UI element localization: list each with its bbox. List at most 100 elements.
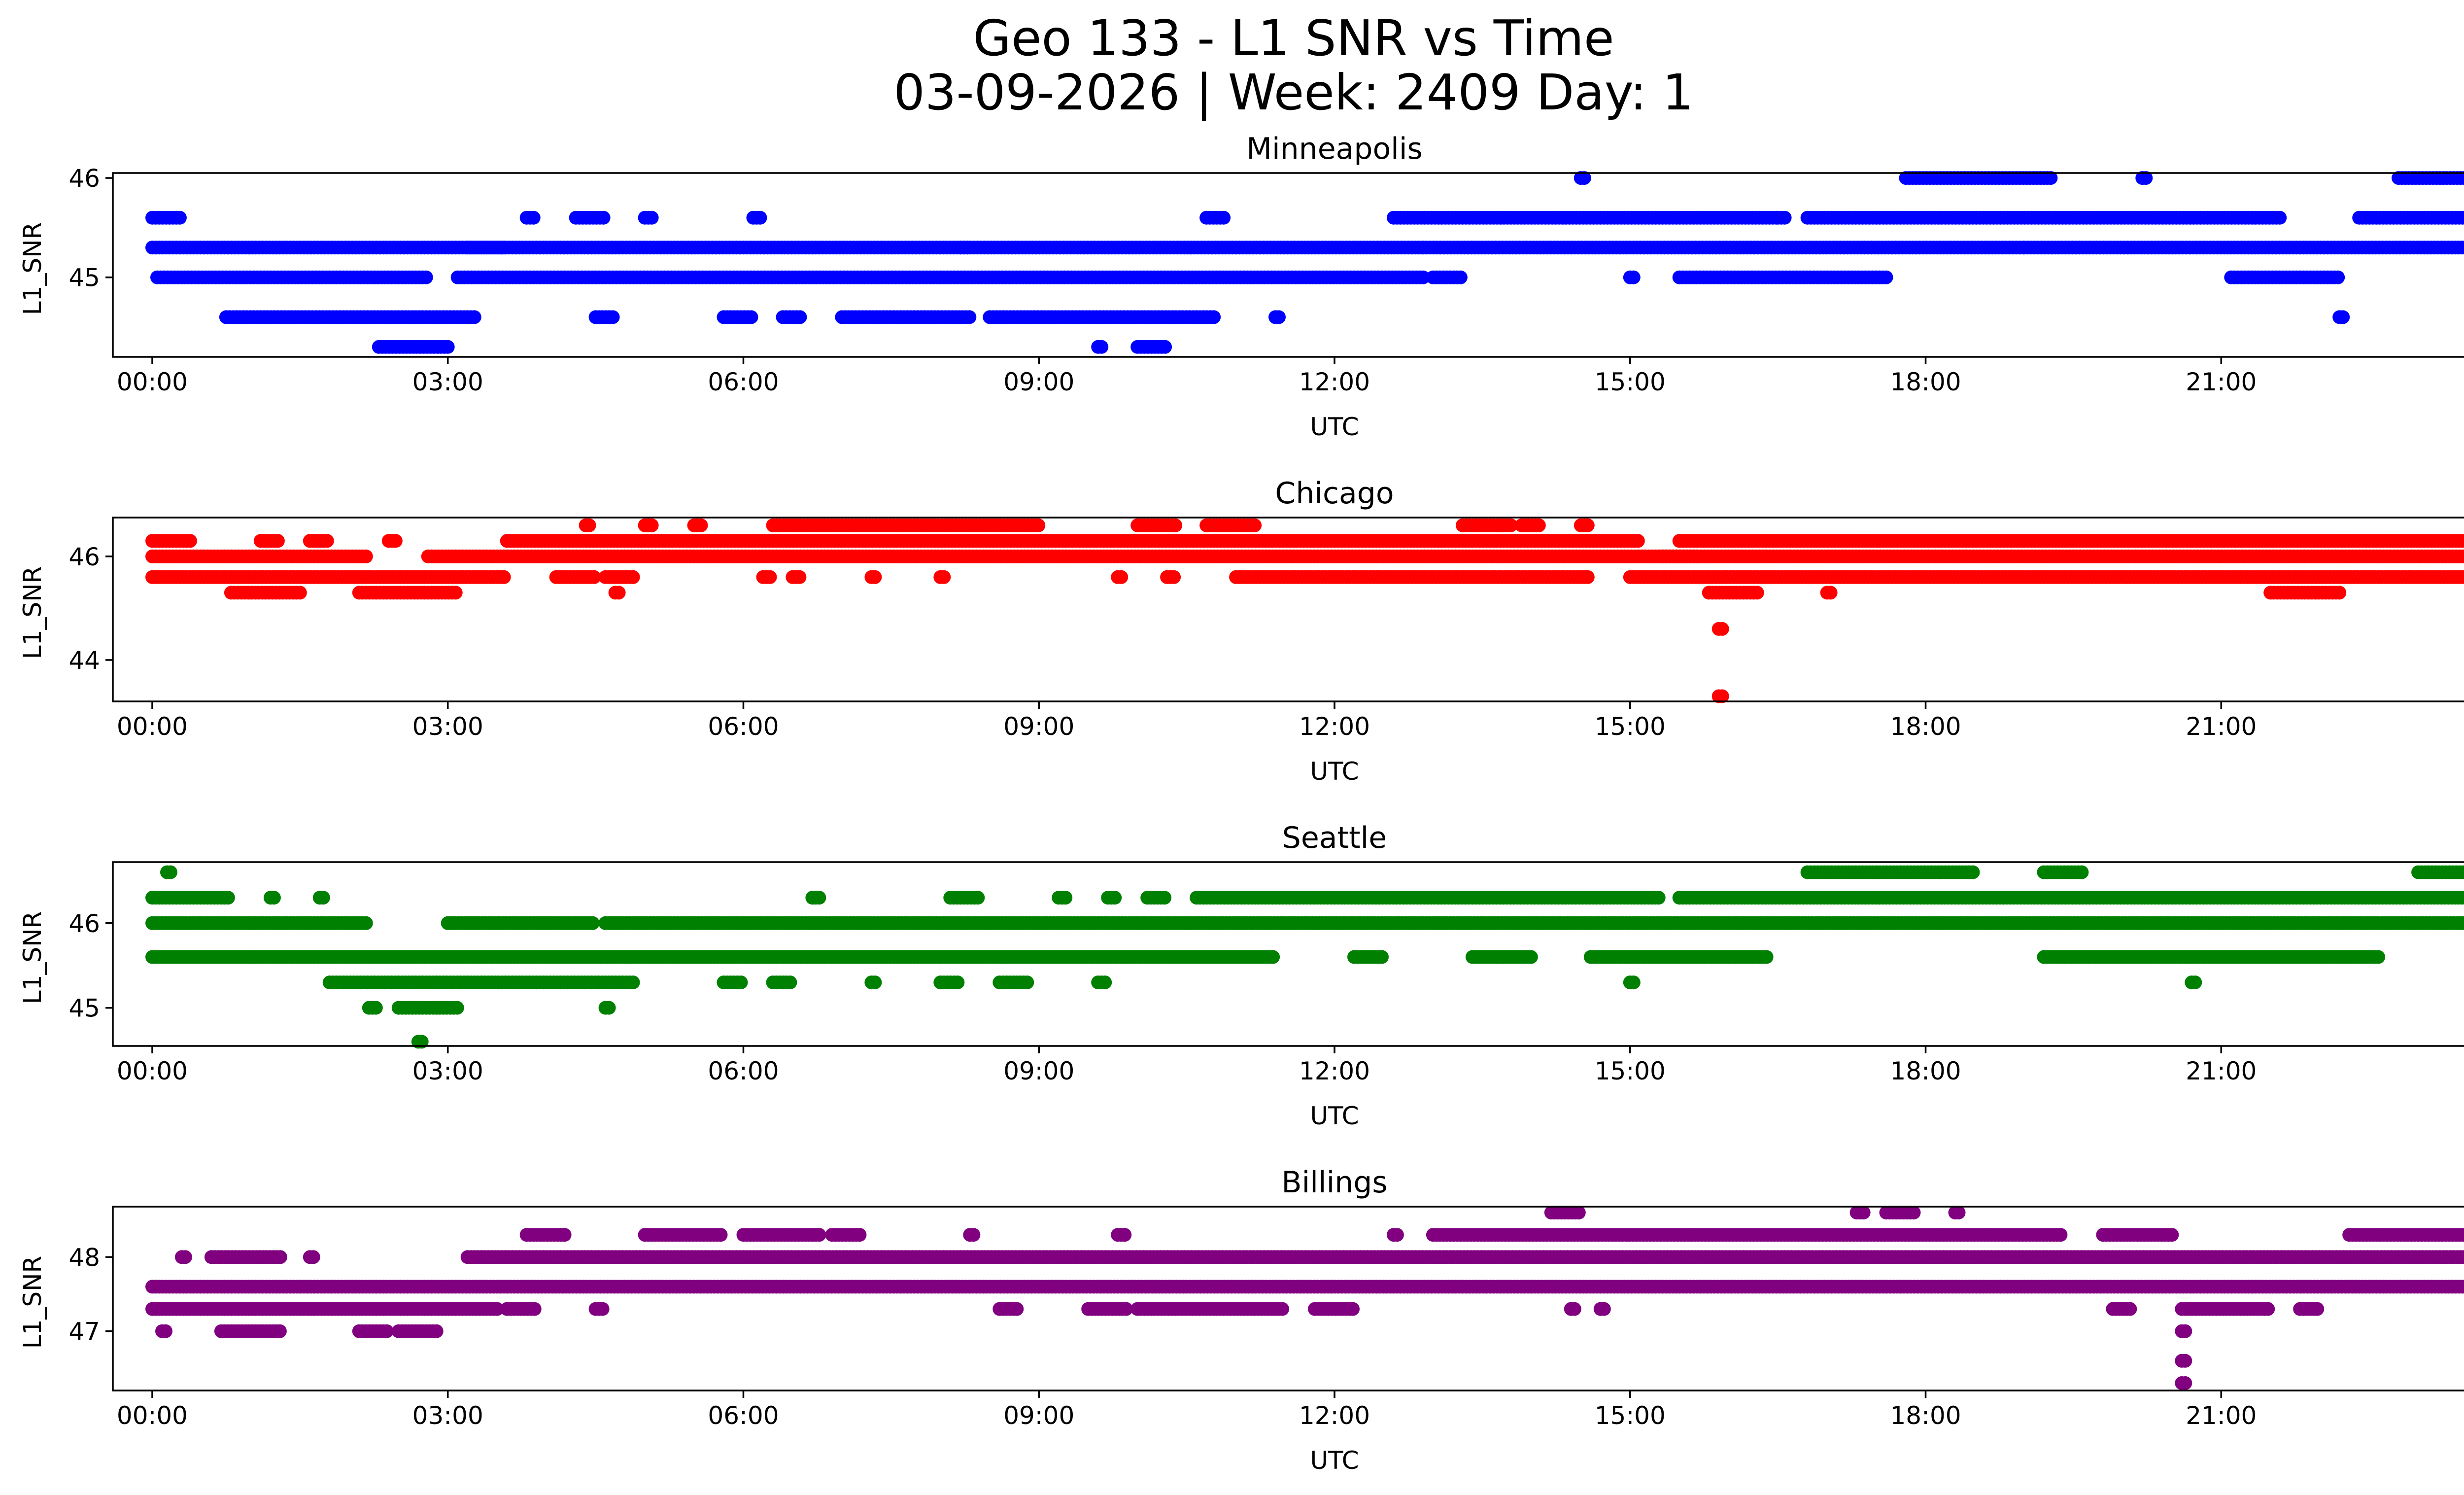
x-tick-label: 21:00: [2186, 368, 2257, 396]
scatter-point-run: [1416, 241, 2030, 255]
scatter-point: [271, 534, 285, 548]
scatter-point-run: [864, 570, 882, 584]
scatter-point-run: [362, 1001, 383, 1015]
y-tick-label: 45: [68, 264, 100, 292]
scatter-point: [793, 310, 807, 324]
x-tick-label: 18:00: [1890, 712, 1961, 741]
scatter-point: [744, 310, 758, 324]
scatter-point: [606, 310, 620, 324]
scatter-point: [1778, 210, 1792, 225]
scatter-point-run: [598, 570, 640, 584]
x-tick-label: 03:00: [412, 712, 483, 741]
scatter-point: [1879, 270, 1893, 284]
scatter-point-run: [263, 891, 281, 905]
scatter-point-run: [1711, 622, 1729, 636]
scatter-point-run: [145, 950, 1280, 964]
scatter-point-run: [372, 340, 455, 354]
scatter-point-run: [145, 549, 373, 563]
scatter-point-run: [687, 518, 708, 532]
scatter-point-run: [2352, 210, 2464, 225]
scatter-point: [1823, 586, 1838, 600]
scatter-point-run: [608, 586, 626, 600]
scatter-point-run: [776, 310, 807, 324]
x-tick-label: 00:00: [117, 712, 188, 741]
scatter-point: [172, 210, 187, 225]
scatter-point: [1031, 518, 1046, 532]
scatter-point-run: [391, 1001, 464, 1015]
scatter-point-run: [460, 241, 975, 255]
scatter-point-run: [598, 1001, 616, 1015]
scatter-point-run: [421, 549, 1704, 563]
scatter-point-run: [766, 518, 1046, 532]
scatter-point: [1750, 586, 1764, 600]
scatter-point-run: [145, 210, 187, 225]
scatter-point-run: [1623, 570, 2464, 584]
scatter-point: [1095, 340, 1109, 354]
scatter-point-run: [1820, 586, 1838, 600]
scatter-point: [1577, 171, 1591, 185]
scatter-point: [359, 549, 373, 563]
scatter-point: [645, 210, 659, 225]
y-tick-label: 46: [68, 164, 100, 193]
scatter-point: [369, 1001, 383, 1015]
x-tick-label: 12:00: [1299, 712, 1370, 741]
x-axis-label: UTC: [1310, 757, 1359, 786]
scatter-point: [868, 570, 882, 584]
scatter-point-run: [598, 916, 2464, 930]
scatter-point-run: [1574, 171, 1591, 185]
scatter-point-run: [2017, 241, 2464, 255]
scatter-point-run: [983, 310, 1221, 324]
scatter-point: [467, 310, 481, 324]
scatter-point-run: [1514, 518, 1546, 532]
scatter-point: [1626, 270, 1641, 284]
y-tick-label: 46: [68, 543, 100, 571]
scatter-point-run: [1199, 210, 1231, 225]
scatter-point-run: [441, 916, 600, 930]
scatter-point-run: [1652, 549, 2464, 563]
scatter-point: [441, 340, 455, 354]
scatter-point-run: [1130, 340, 1172, 354]
scatter-point: [612, 586, 626, 600]
scatter-point: [937, 570, 951, 584]
scatter-point-run: [1268, 310, 1286, 324]
scatter-point-run: [1199, 518, 1262, 532]
scatter-point: [626, 570, 640, 584]
scatter-point: [2273, 210, 2287, 225]
scatter-point-run: [1111, 570, 1129, 584]
scatter-point-run: [150, 270, 433, 284]
scatter-point-run: [519, 210, 541, 225]
scatter-point-run: [756, 570, 777, 584]
scatter-point-run: [786, 570, 807, 584]
scatter-point-run: [2224, 270, 2345, 284]
x-axis-label: UTC: [1310, 1102, 1359, 1130]
scatter-point: [602, 1001, 616, 1015]
panel-minneapolis: Minneapolis UTC L1_SNR 00:00 03:00 06:00 09…: [18, 132, 2464, 441]
x-tick-label: 12:00: [1299, 368, 1370, 396]
scatter-point-run: [1672, 534, 2464, 548]
scatter-point: [1167, 570, 1181, 584]
scatter-point-run: [1160, 570, 1181, 584]
scatter-point: [267, 891, 281, 905]
scatter-point-run: [1387, 210, 1783, 225]
x-tick-label: 21:00: [2186, 712, 2257, 741]
scatter-point: [1266, 950, 1280, 964]
scatter-point: [320, 534, 334, 548]
scatter-point-run: [1455, 518, 1518, 532]
scatter-point: [585, 916, 600, 930]
scatter-point-run: [219, 310, 481, 324]
scatter-point-run: [145, 916, 373, 930]
scatter-point-run: [1702, 586, 1764, 600]
scatter-point-run: [253, 534, 285, 548]
panel-title-minneapolis: Minneapolis: [1246, 132, 1423, 166]
scatter-point-run: [1229, 570, 1595, 584]
scatter-point: [753, 210, 767, 225]
scatter-point: [2336, 310, 2350, 324]
scatter-point: [1272, 310, 1286, 324]
x-tick-label: 15:00: [1595, 368, 1666, 396]
scatter-point: [1453, 270, 1468, 284]
scatter-point-run: [1672, 270, 1893, 284]
scatter-point-run: [933, 570, 951, 584]
figure-title-line1: Geo 133 - L1 SNR vs Time: [973, 9, 1614, 67]
figure-title-line2: 03-09-2026 | Week: 2409 Day: 1: [893, 64, 1693, 121]
